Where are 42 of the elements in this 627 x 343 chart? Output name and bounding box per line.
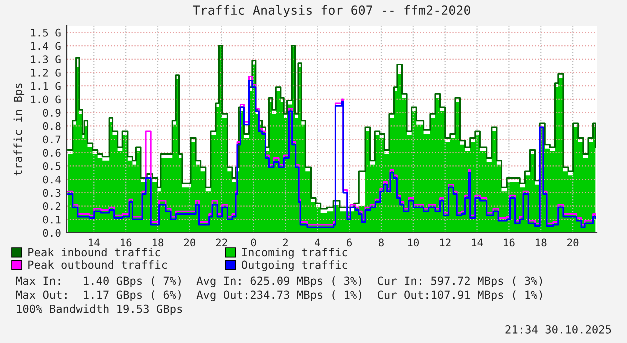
x-tick-label: 20 — [184, 238, 196, 247]
chart-title: Traffic Analysis for 607 -- ffm2-2020 — [193, 5, 470, 18]
y-tick-label: 0.4 — [43, 176, 61, 184]
x-tick-label: 18 — [152, 238, 164, 247]
y-tick-label: 1.3 G — [31, 56, 61, 64]
legend-label: Peak inbound traffic — [28, 248, 160, 257]
y-tick-label: 1.0 G — [31, 96, 61, 104]
y-tick-label: 0.9 — [43, 109, 61, 117]
y-tick-label: 0.0 — [43, 229, 61, 238]
x-tick-label: 20 — [568, 238, 579, 247]
y-tick-label: 1.5 G — [31, 28, 61, 37]
x-tick-label: 16 — [504, 238, 515, 247]
y-tick-label: 1.2 G — [31, 68, 61, 77]
x-tick-label: 14 — [89, 238, 100, 247]
x-tick-label: 12 — [440, 238, 451, 247]
x-tick-label: 18 — [536, 238, 547, 247]
text: 100% Bandwidth 19.53 GBps — [17, 304, 182, 316]
y-axis-title: traffic in Bps — [14, 84, 25, 176]
x-tick-label: 2 — [283, 238, 288, 247]
y-tick-label: 1.4 G — [31, 42, 61, 50]
x-tick-label: 22 — [216, 238, 228, 247]
x-tick-label: 14 — [472, 238, 484, 247]
y-tick-label: 0.3 — [43, 189, 61, 198]
x-tick-label: 8 — [379, 238, 384, 247]
text: 21:34 30.10.2025 — [506, 325, 612, 334]
legend-label: Incoming traffic — [242, 248, 348, 259]
y-tick-label: 0.8 — [43, 122, 61, 130]
legend-label: Outgoing traffic — [242, 260, 348, 272]
y-tick-label: 1.1 G — [31, 82, 61, 90]
x-tick-label: 4 — [315, 238, 320, 247]
y-tick-label: 0.7 — [43, 136, 61, 144]
legend-label: Peak outbound traffic — [28, 260, 168, 270]
x-tick-label: 0 — [251, 238, 256, 247]
y-tick-label: 0.6 — [43, 149, 61, 158]
y-tick-label: 0.2 — [43, 202, 61, 210]
text: Max In: 1.40 GBps ( 7%) Avg In: 625.09 MBps ( 3%) Cur In: 597.72 MBps ( 3%) — [16, 276, 542, 288]
x-tick-label: 6 — [347, 238, 352, 247]
y-tick-label: 0.5 — [43, 162, 61, 170]
y-tick-label: 0.1 — [43, 216, 61, 224]
text: Max Out: 1.17 GBps ( 6%) Avg Out:234.73 MBps ( 1%) Cur Out:107.91 MBps ( 1%) — [16, 290, 542, 302]
x-tick-label: 16 — [121, 238, 132, 247]
x-tick-label: 10 — [408, 238, 420, 247]
